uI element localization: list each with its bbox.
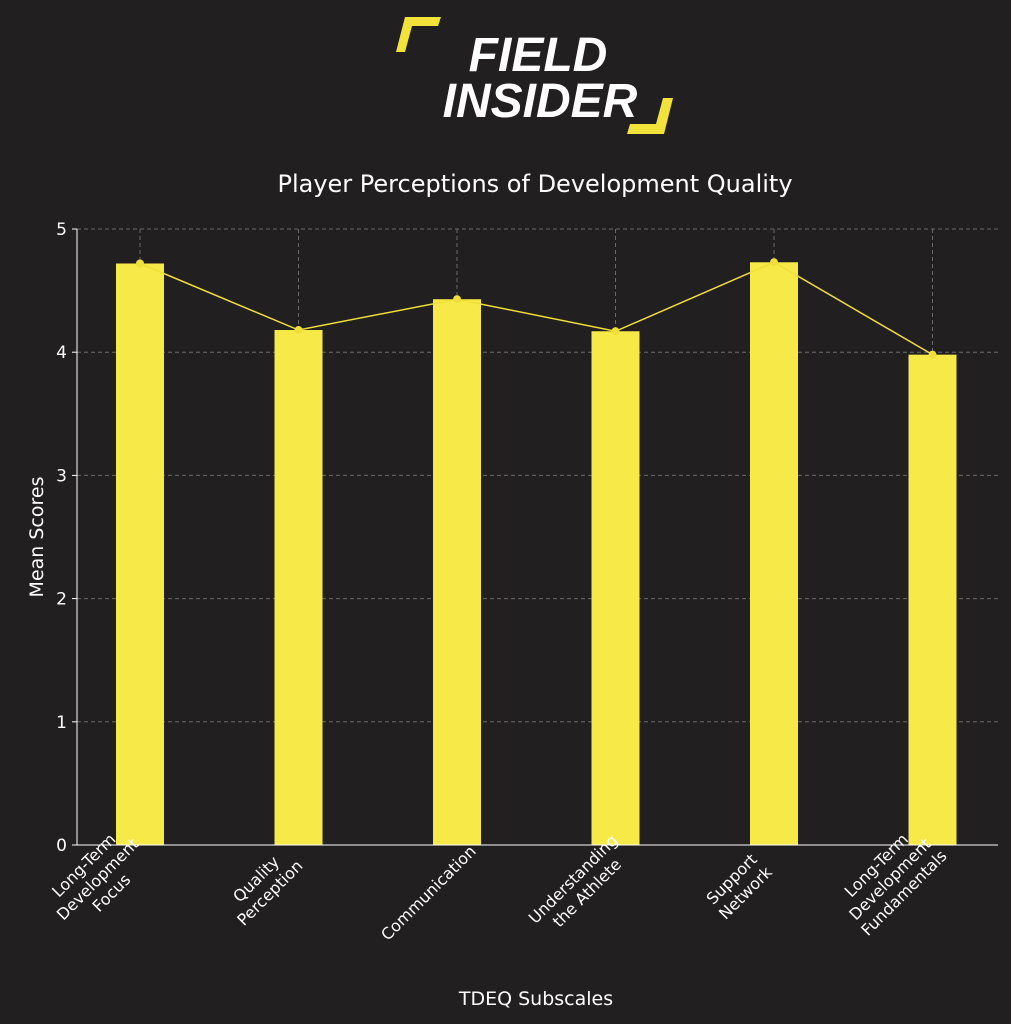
y-tick-labels: 0 1 2 3 4 5 [56, 220, 67, 856]
logo-line-1: FIELD [469, 29, 608, 82]
axes [72, 228, 998, 846]
bar [908, 354, 957, 845]
grid-lines [77, 228, 998, 845]
logo-line-2: INSIDER [443, 75, 638, 128]
x-tick-label-text: Communication [377, 842, 480, 945]
logo-bracket-bottom-right [627, 98, 673, 134]
logo-bracket-top-left [396, 17, 441, 52]
trend-line [139, 261, 933, 356]
field-insider-logo: FIELD INSIDER [396, 17, 673, 134]
bar [750, 262, 798, 845]
bar [116, 263, 164, 846]
x-tick-label-text: QualityPerception [219, 842, 306, 929]
chart-title: Player Perceptions of Development Qualit… [277, 170, 792, 198]
bar [274, 330, 323, 845]
trend-line-group [136, 258, 937, 359]
y-tick-label: 5 [56, 220, 67, 240]
bar [433, 299, 481, 845]
data-point [770, 258, 778, 267]
x-tick-label: SupportNetwork [701, 848, 777, 923]
bars-group [116, 262, 957, 846]
x-tick-label-text: Understandingthe Athlete [525, 831, 636, 942]
y-tick-label: 0 [56, 836, 67, 856]
data-point [453, 295, 461, 304]
data-point [928, 350, 937, 359]
x-tick-label-line: Communication [377, 842, 480, 945]
y-tick-label: 4 [56, 343, 67, 363]
y-axis-label: Mean Scores [26, 477, 48, 598]
data-point [294, 326, 303, 335]
x-tick-label: Communication [377, 842, 480, 945]
x-tick-label: QualityPerception [219, 842, 306, 929]
x-axis-label: TDEQ Subscales [458, 988, 613, 1010]
x-tick-label-text: Long-TermDevelopmentFundamentals [830, 819, 951, 940]
y-tick-label: 2 [56, 590, 67, 610]
bar [591, 331, 640, 846]
y-tick-label: 3 [56, 466, 67, 486]
data-point [136, 259, 144, 268]
x-tick-labels: Long-TermDevelopmentFocus QualityPercepti… [48, 819, 951, 945]
data-point [611, 327, 620, 336]
x-tick-label: Understandingthe Athlete [525, 831, 636, 942]
x-tick-label: Long-TermDevelopmentFundamentals [830, 819, 951, 940]
x-tick-label-text: SupportNetwork [701, 848, 776, 923]
y-tick-label: 1 [56, 713, 67, 733]
